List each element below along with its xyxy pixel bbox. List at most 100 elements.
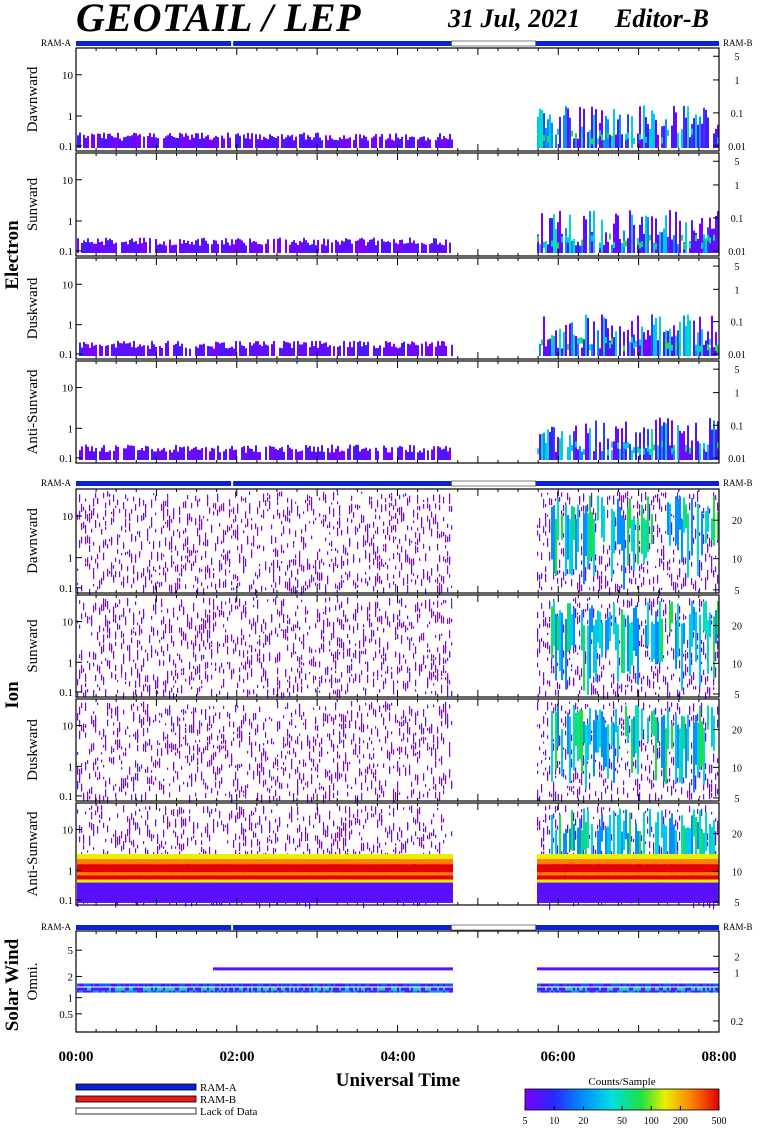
spectrogram-cell (639, 339, 641, 346)
spectrogram-cell (285, 755, 287, 760)
spectrogram-cell (291, 667, 293, 672)
spectrogram-cell (601, 451, 603, 460)
spectrogram-cell (267, 756, 269, 761)
spectrogram-cell (113, 494, 115, 502)
spectrogram-cell (647, 217, 649, 253)
spectrogram-cell (115, 708, 117, 714)
spectrogram-cell (541, 637, 543, 642)
spectrogram-cell (551, 670, 553, 674)
spectrogram-cell (539, 639, 541, 646)
spectrogram-cell (251, 668, 253, 677)
spectrogram-cell (627, 599, 629, 608)
spectrogram-cell (183, 239, 185, 253)
spectrogram-cell (153, 451, 155, 460)
spectrogram-cell (587, 513, 589, 569)
spectrogram-cell (291, 506, 293, 513)
spectrogram-cell (157, 138, 159, 148)
spectrogram-cell (323, 343, 325, 356)
spectrogram-cell (657, 445, 659, 460)
spectrogram-cell (385, 498, 387, 503)
spectrogram-cell (101, 346, 103, 356)
spectrogram-cell (223, 624, 225, 628)
spectrogram-cell (271, 785, 273, 789)
spectrogram-cell (605, 337, 607, 344)
spectrogram-cell (249, 634, 251, 638)
spectrogram-cell (413, 445, 415, 460)
spectrogram-cell (621, 500, 623, 509)
spectrogram-cell (549, 602, 551, 609)
spectrogram-cell (715, 667, 717, 673)
spectrogram-cell (205, 792, 207, 799)
spectrogram-cell (235, 765, 237, 768)
spectrogram-cell (243, 705, 245, 712)
spectrogram-cell (171, 670, 173, 676)
spectrogram-cell (271, 446, 273, 460)
spectrogram-cell (237, 733, 239, 739)
spectrogram-cell (189, 450, 191, 460)
spectrogram-cell (683, 557, 685, 566)
spectrogram-cell (155, 680, 157, 689)
spectrogram-cell (97, 668, 99, 671)
spectrogram-cell (191, 711, 193, 714)
spectrogram-cell (191, 449, 193, 460)
spectrogram-cell (153, 585, 155, 594)
spectrogram-cell (705, 581, 707, 591)
ram-label-left: RAM-A (41, 922, 72, 932)
spectrogram-cell (585, 423, 587, 460)
spectrogram-cell (449, 534, 451, 542)
spectrogram-cell (347, 648, 349, 657)
spectrogram-cell (179, 627, 181, 633)
spectrogram-cell (711, 666, 713, 671)
spectrogram-cell (715, 128, 717, 148)
spectrogram-cell (235, 134, 237, 148)
spectrogram-cell (369, 559, 371, 563)
spectrogram-cell (297, 581, 299, 589)
spectrogram-cell (195, 640, 197, 647)
spectrogram-cell (79, 669, 81, 677)
spectrogram-cell (613, 676, 615, 684)
spectrogram-cell (225, 601, 227, 605)
spectrogram-cell (311, 341, 313, 356)
spectrogram-cell (451, 525, 453, 530)
spectrogram-cell (333, 346, 335, 356)
spectrogram-cell (335, 556, 337, 562)
spectrogram-cell (621, 608, 623, 673)
spectrogram-cell (187, 513, 189, 520)
spectrogram-cell (181, 659, 183, 663)
spectrogram-cell (291, 134, 293, 148)
spectrogram-cell (133, 776, 135, 786)
spectrogram-cell (195, 740, 197, 743)
spectrogram-cell (581, 533, 583, 540)
spectrogram-cell (423, 448, 425, 460)
spectrogram-cell (357, 444, 359, 460)
spectrogram-cell (249, 732, 251, 735)
spectrogram-cell (303, 342, 305, 356)
spectrogram-cell (129, 681, 131, 687)
spectrogram-cell (367, 661, 369, 670)
spectrogram-cell (421, 516, 423, 521)
spectrogram-cell (111, 673, 113, 679)
spectrogram-cell (617, 442, 619, 449)
spectrogram-cell (435, 614, 437, 624)
spectrogram-cell (617, 583, 619, 592)
spectrogram-cell (573, 238, 575, 253)
spectrogram-cell (309, 563, 311, 570)
spectrogram-cell (695, 580, 697, 587)
spectrogram-cell (651, 609, 653, 613)
spectrogram-cell (679, 677, 681, 682)
spectrogram-cell (317, 132, 319, 148)
spectrogram-cell (317, 583, 319, 587)
spectrogram-cell (685, 326, 687, 356)
spectrogram-cell (211, 674, 213, 680)
spectrogram-cell (351, 519, 353, 523)
spectrogram-cell (341, 560, 343, 569)
spectrogram-cell (439, 504, 441, 511)
spectrogram-cell (245, 452, 247, 460)
spectrogram-cell (295, 611, 297, 617)
spectrogram-cell (661, 441, 663, 448)
spectrogram-cell (647, 429, 649, 460)
spectrogram-cell (609, 495, 611, 500)
spectrogram-cell (341, 139, 343, 148)
spectrogram-cell (111, 643, 113, 653)
